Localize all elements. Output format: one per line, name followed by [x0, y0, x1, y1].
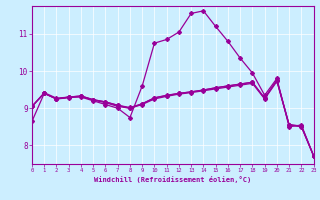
X-axis label: Windchill (Refroidissement éolien,°C): Windchill (Refroidissement éolien,°C) — [94, 176, 252, 183]
